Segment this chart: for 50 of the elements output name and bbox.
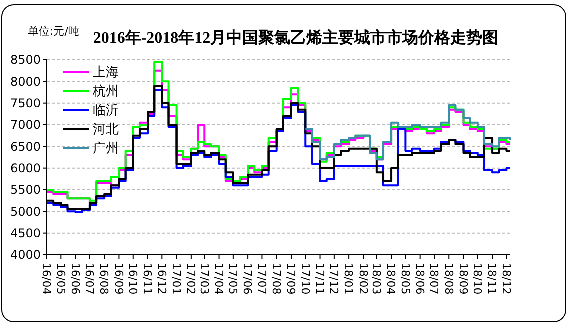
- x-tick-label: 17/06: [241, 263, 254, 295]
- legend-label: 广州: [93, 142, 119, 157]
- x-tick-label: 16/11: [141, 263, 154, 295]
- x-tick-label: 18/05: [398, 263, 412, 295]
- y-tick-label: 8500: [10, 53, 41, 68]
- x-tick-label: 17/11: [313, 263, 326, 295]
- x-tick-label: 17/05: [226, 263, 240, 295]
- x-tick-label: 18/04: [384, 263, 398, 295]
- text: 单位:元/吨: [28, 25, 80, 38]
- x-tick-label: 16/12: [155, 263, 168, 295]
- x-tick-label: 18/09: [456, 263, 470, 295]
- x-tick-label: 18/01: [342, 263, 356, 295]
- x-tick-label: 16/10: [126, 263, 140, 295]
- x-tick-label: 18/07: [428, 263, 441, 295]
- x-tick-label: 17/02: [184, 263, 198, 295]
- x-tick-label: 16/08: [98, 263, 111, 295]
- x-tick-label: 18/03: [370, 263, 384, 295]
- y-tick-label: 6000: [10, 162, 41, 176]
- x-tick-label: 17/08: [270, 263, 283, 295]
- legend-label: 河北: [93, 122, 119, 138]
- y-tick-label: 7500: [10, 96, 41, 111]
- x-tick-label: 18/08: [442, 263, 456, 295]
- legend-label: 临沂: [93, 104, 119, 119]
- x-tick-label: 17/10: [298, 263, 312, 295]
- x-tick-label: 18/10: [471, 263, 484, 295]
- x-tick-label: 16/04: [40, 263, 54, 295]
- y-tick-label: 8000: [10, 74, 41, 89]
- x-tick-label: 16/09: [112, 263, 126, 295]
- x-tick-label: 18/06: [413, 263, 426, 295]
- legend-label: 杭州: [92, 84, 119, 100]
- x-tick-label: 17/04: [212, 263, 226, 295]
- chart-title: 2016年-2018年12月中国聚氯乙烯主要城市市场价格走势图: [93, 28, 499, 47]
- y-tick-label: 4500: [10, 226, 41, 241]
- x-tick-label: 18/02: [356, 263, 370, 295]
- x-tick-label: 16/06: [68, 263, 82, 295]
- y-tick-label: 4000: [10, 248, 41, 262]
- y-tick-label: 7000: [10, 118, 41, 132]
- x-tick-label: 17/03: [198, 263, 211, 295]
- x-tick-label: 16/07: [83, 263, 96, 295]
- x-tick-label: 16/05: [54, 263, 68, 295]
- x-tick-label: 17/12: [328, 263, 341, 295]
- legend-label: 上海: [93, 66, 119, 81]
- x-tick-label: 17/07: [255, 263, 268, 295]
- x-tick-label: 17/09: [284, 263, 298, 295]
- y-tick-label: 6500: [10, 140, 41, 154]
- x-tick-label: 18/11: [486, 263, 499, 295]
- x-tick-label: 17/01: [170, 263, 183, 295]
- x-tick-label: 18/12: [500, 263, 513, 295]
- y-tick-label: 5000: [10, 204, 41, 219]
- y-tick-label: 5500: [10, 183, 41, 198]
